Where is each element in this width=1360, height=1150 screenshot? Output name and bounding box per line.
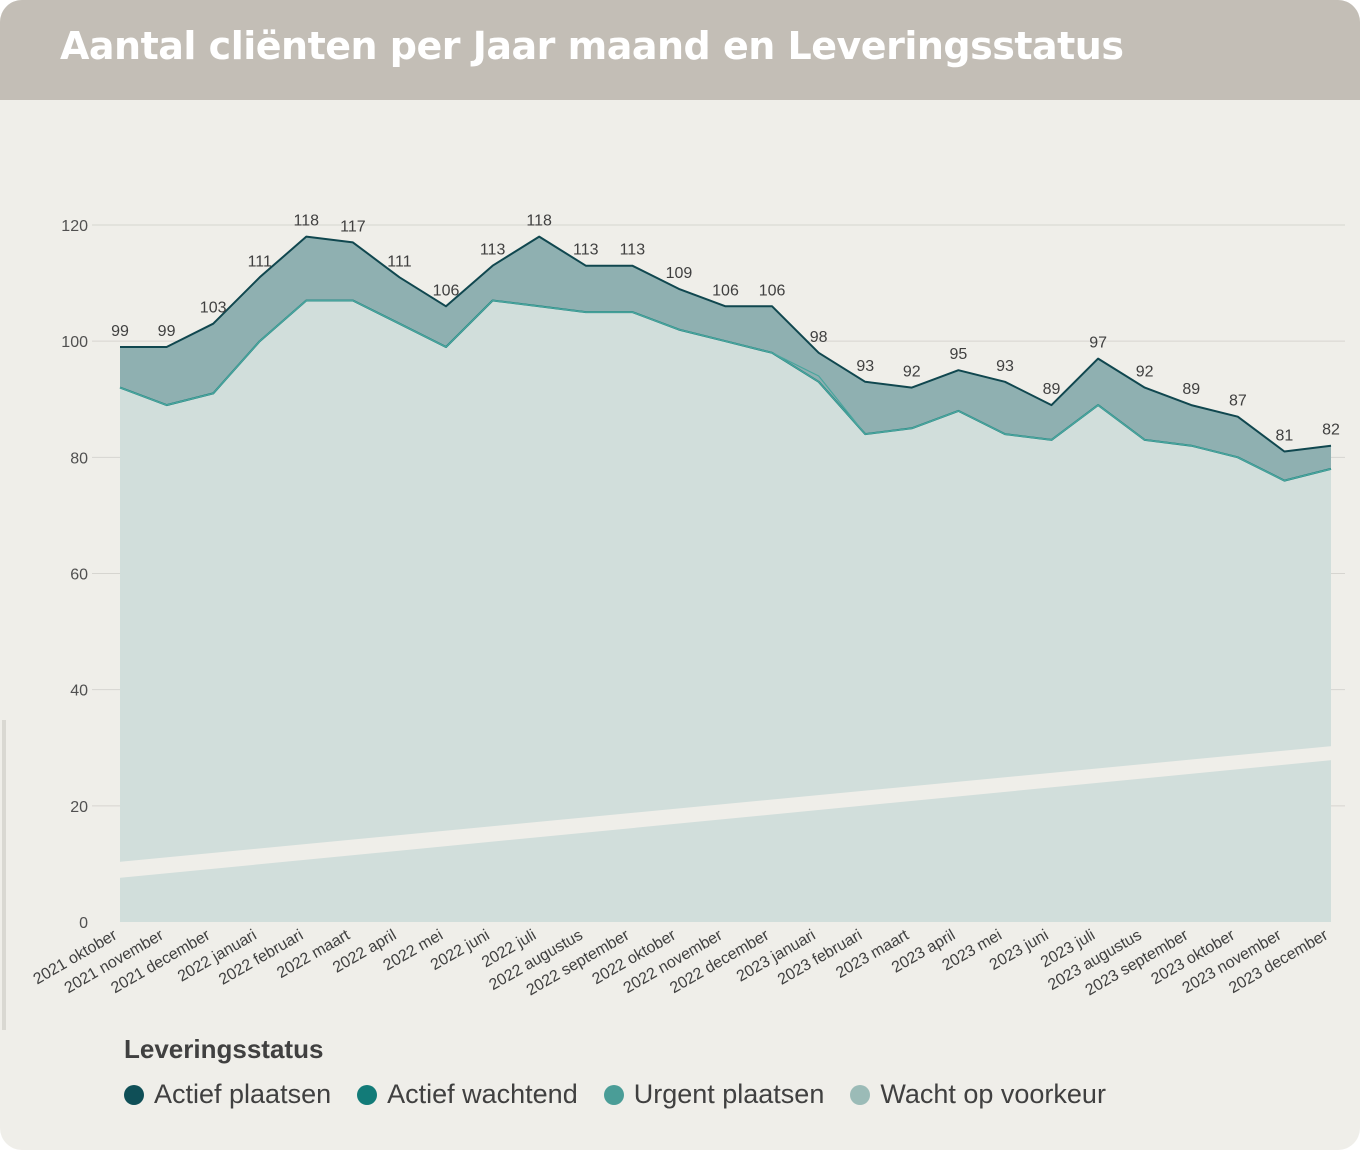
legend-label: Urgent plaatsen: [633, 1079, 825, 1109]
data-label: 98: [810, 329, 828, 346]
data-label: 89: [1043, 381, 1061, 398]
legend-item-urgent-plaatsen[interactable]: Urgent plaatsen: [603, 1079, 825, 1110]
data-label: 97: [1089, 335, 1107, 352]
data-label: 93: [856, 358, 874, 375]
line-actief-wachtend: [119, 299, 1332, 482]
series-areas: [120, 236, 1331, 922]
data-label: 89: [1182, 381, 1200, 398]
axis-break-marker: [2, 720, 6, 1030]
legend-swatch-urgent-plaatsen: [603, 1084, 624, 1105]
data-labels: 99 99 103 111 118 117 111 106 113 118 113 113 109 106…: [111, 213, 1340, 445]
data-label: 81: [1276, 428, 1294, 445]
axis-break-band: [2, 720, 1333, 1030]
data-label: 87: [1229, 393, 1247, 410]
data-label: 109: [666, 265, 693, 282]
legend-label: Actief plaatsen: [154, 1079, 332, 1109]
y-axis: 0 20 40 60 80 100 120: [61, 218, 88, 932]
data-label: 118: [526, 213, 552, 230]
data-label: 118: [294, 213, 320, 230]
data-label: 106: [433, 282, 460, 299]
data-label: 95: [949, 346, 967, 363]
area-wacht-op-voorkeur: [120, 300, 1331, 922]
data-label: 106: [759, 282, 786, 299]
title-bar: Aantal cliënten per Jaar maand en Leveri…: [0, 0, 1360, 100]
y-tick-label: 100: [61, 334, 88, 351]
legend-label: Actief wachtend: [387, 1079, 578, 1109]
legend-item-actief-plaatsen[interactable]: Actief plaatsen: [124, 1079, 331, 1110]
y-tick-label: 0: [79, 915, 88, 932]
data-label: 92: [1136, 364, 1154, 381]
data-label: 113: [480, 242, 506, 259]
data-label: 113: [620, 242, 646, 259]
data-label: 117: [340, 218, 366, 235]
axis-break-band-shape: [118, 746, 1333, 878]
legend-swatch-actief-wachtend: [357, 1084, 378, 1105]
data-label: 82: [1322, 422, 1340, 439]
series-lines: [119, 235, 1332, 482]
data-label: 92: [903, 364, 921, 381]
legend-item-wacht-op-voorkeur[interactable]: Wacht op voorkeur: [850, 1079, 1106, 1110]
line-actief-plaatsen: [120, 235, 1332, 453]
y-tick-label: 20: [70, 799, 88, 816]
data-label: 113: [573, 242, 599, 259]
y-tick-label: 40: [70, 683, 88, 700]
legend-title: Leveringsstatus: [124, 1034, 324, 1064]
legend-item-actief-wachtend[interactable]: Actief wachtend: [357, 1079, 578, 1110]
data-label: 103: [200, 300, 227, 317]
data-label: 111: [387, 253, 411, 270]
data-label: 111: [248, 253, 272, 270]
legend-swatch-wacht-op-voorkeur: [850, 1084, 871, 1105]
y-tick-label: 60: [70, 567, 88, 584]
data-label: 106: [712, 282, 739, 299]
data-label: 99: [111, 323, 129, 340]
data-label: 93: [996, 358, 1014, 375]
legend: Leveringsstatus Actief plaatsen Actief w…: [124, 1034, 1132, 1110]
area-actief-plaatsen: [120, 236, 1331, 481]
legend-items: Actief plaatsen Actief wachtend Urgent p…: [124, 1079, 1132, 1110]
chart-title: Aantal cliënten per Jaar maand en Leveri…: [60, 24, 1124, 68]
data-label: 99: [158, 323, 176, 340]
y-tick-label: 80: [70, 450, 88, 467]
y-tick-label: 120: [61, 218, 88, 235]
legend-swatch-actief-plaatsen: [124, 1084, 144, 1105]
legend-label: Wacht op voorkeur: [880, 1079, 1106, 1109]
